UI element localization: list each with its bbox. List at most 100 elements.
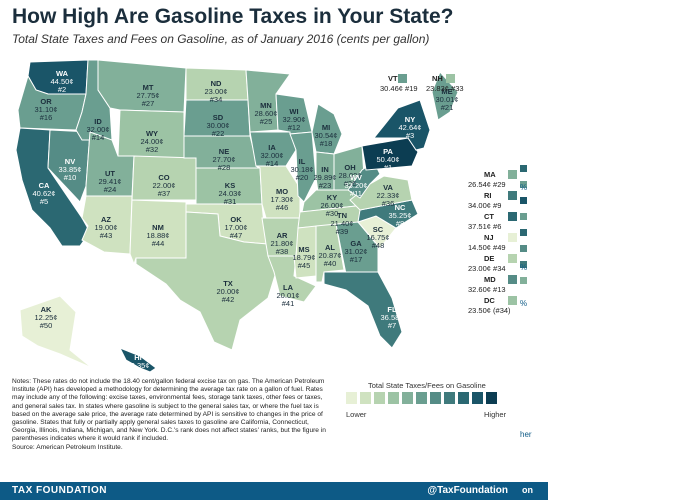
legend-swatch [472, 392, 483, 404]
east-state-de-abbr: DE [484, 254, 495, 263]
state-tx[interactable] [135, 211, 277, 351]
right-edge-swatch [520, 277, 527, 284]
right-edge-swatch [520, 197, 527, 204]
state-label-ne: NE 27.70¢ #28 [213, 147, 236, 172]
east-state-ri-abbr: RI [484, 191, 492, 200]
state-label-mn: MN 28.60¢ #25 [255, 101, 278, 126]
legend-title: Total State Taxes/Fees on Gasoline [368, 381, 486, 390]
state-label-ms: MS 18.79¢ #45 [293, 245, 316, 270]
state-ia[interactable] [249, 131, 297, 167]
east-state-nj-abbr: NJ [484, 233, 494, 242]
state-label-va: VA 22.33¢ #36 [377, 183, 400, 208]
callout-vt-value: 30.46¢ #19 [380, 84, 418, 93]
state-label-ak: AK 12.25¢ #50 [35, 305, 58, 330]
east-state-dc-abbr: DC [484, 296, 495, 305]
legend-swatch [458, 392, 469, 404]
east-state-nj-value: 14.50¢ #49 [468, 243, 506, 252]
footer-twitter-handle[interactable]: @TaxFoundation [427, 485, 508, 496]
notes-text: Notes: These rates do not include the 18… [12, 378, 326, 443]
legend-swatch [486, 392, 497, 404]
state-label-ok: OK 17.00¢ #47 [225, 215, 248, 240]
state-label-in: IN 29.89¢ #23 [314, 165, 337, 190]
footer-bar: TAX FOUNDATION @TaxFoundation [0, 482, 520, 500]
state-label-nd: ND 23.00¢ #34 [205, 79, 228, 104]
state-label-ca: CA 40.62¢ #5 [33, 181, 56, 206]
east-state-md-abbr: MD [484, 275, 496, 284]
right-edge-swatch [520, 261, 527, 268]
state-label-fl: FL 36.58¢ #7 [381, 305, 404, 330]
legend-swatch [402, 392, 413, 404]
right-edge-fragment: % [520, 299, 528, 308]
east-state-de-swatch [508, 254, 517, 263]
east-state-dc-swatch [508, 296, 517, 305]
state-label-wy: WY 24.00¢ #32 [141, 129, 164, 154]
legend-color-scale [346, 392, 497, 404]
notes-block: Notes: These rates do not include the 18… [12, 378, 330, 452]
state-label-ky: KY 26.00¢ #30 [321, 193, 344, 218]
state-ak[interactable] [19, 295, 93, 369]
state-ga[interactable] [335, 221, 379, 275]
state-label-oh: OH 28.00¢ #26 [339, 163, 362, 188]
states-layer [15, 59, 459, 373]
legend-swatch [388, 392, 399, 404]
source-text: Source: American Petroleum Institute. [12, 443, 123, 451]
state-label-nc: NC 35.25¢ #8 [389, 203, 412, 228]
state-label-sd: SD 30.00¢ #22 [207, 113, 230, 138]
callout-nh-abbr: NH [432, 74, 443, 83]
map-subtitle: Total State Taxes and Fees on Gasoline, … [12, 32, 430, 46]
east-state-ct-abbr: CT [484, 212, 494, 221]
state-label-nv: NV 33.85¢ #10 [59, 157, 82, 182]
state-label-wi: WI 32.90¢ #12 [283, 107, 306, 132]
east-state-ri-value: 34.00¢ #9 [468, 201, 502, 210]
east-state-dc-value: 23.50¢ (#34) [468, 306, 511, 315]
state-label-id: ID 32.00¢ #14 [87, 117, 110, 142]
legend-swatch [374, 392, 385, 404]
right-edge-strip [520, 165, 527, 293]
east-state-md-value: 32.60¢ #13 [468, 285, 506, 294]
state-ny[interactable] [372, 99, 431, 151]
state-label-wa: WA 44.50¢ #2 [51, 69, 74, 94]
state-label-tx: TX 20.00¢ #42 [217, 279, 240, 304]
footer-tab: on [520, 482, 548, 500]
legend-lower-label: Lower [346, 410, 367, 419]
us-map: WA 44.50¢ #2 OR 31.10¢ #16 CA 40.62¢ #5NV 33.85¢ #… [15, 59, 459, 378]
east-state-ri-swatch [508, 191, 517, 200]
state-label-ks: KS 24.03¢ #31 [219, 181, 242, 206]
legend-swatch [346, 392, 357, 404]
legend-swatch [416, 392, 427, 404]
right-edge-fragment: % [520, 183, 528, 192]
state-label-wv: WV 33.20¢ #11 [345, 173, 368, 198]
callout-nh-swatch [446, 74, 455, 83]
state-label-pa: PA 50.40¢ #1 [377, 147, 400, 172]
state-label-mi: MI 30.54¢ #18 [315, 123, 338, 148]
state-label-al: AL 20.87¢ #40 [319, 243, 342, 268]
state-label-ga: GA 31.02¢ #17 [345, 239, 368, 264]
legend-swatch [360, 392, 371, 404]
legend-swatch [430, 392, 441, 404]
east-state-nj-swatch [508, 233, 517, 242]
east-state-ct-swatch [508, 212, 517, 221]
state-label-la: LA 20.01¢ #41 [277, 283, 300, 308]
state-label-ut: UT 29.41¢ #24 [99, 169, 122, 194]
footer-brand[interactable]: TAX FOUNDATION [12, 485, 107, 496]
right-edge-swatch [520, 213, 527, 220]
east-state-md-swatch [508, 275, 517, 284]
east-state-ma-value: 26.54¢ #29 [468, 180, 506, 189]
state-me[interactable] [431, 71, 459, 121]
state-label-il: IL 30.18¢ #20 [291, 157, 314, 182]
state-label-ny: NY 42.64¢ #3 [399, 115, 422, 140]
right-edge-swatch [520, 229, 527, 236]
east-state-ma-swatch [508, 170, 517, 179]
state-label-me: ME 30.01¢ #21 [436, 87, 459, 112]
right-edge-fragment: % [520, 263, 528, 272]
state-label-or: OR 31.10¢ #16 [35, 97, 58, 122]
state-pa[interactable] [361, 137, 419, 171]
state-hi[interactable] [118, 347, 157, 373]
right-edge-swatch [520, 181, 527, 188]
state-label-tn: TN 21.40¢ #39 [331, 211, 354, 236]
state-wv[interactable] [347, 161, 381, 199]
legend-swatch [444, 392, 455, 404]
state-label-ar: AR 21.80¢ #38 [271, 231, 294, 256]
state-fl[interactable] [323, 271, 403, 349]
state-label-hi: HI 42.35¢ #4 [127, 353, 150, 378]
